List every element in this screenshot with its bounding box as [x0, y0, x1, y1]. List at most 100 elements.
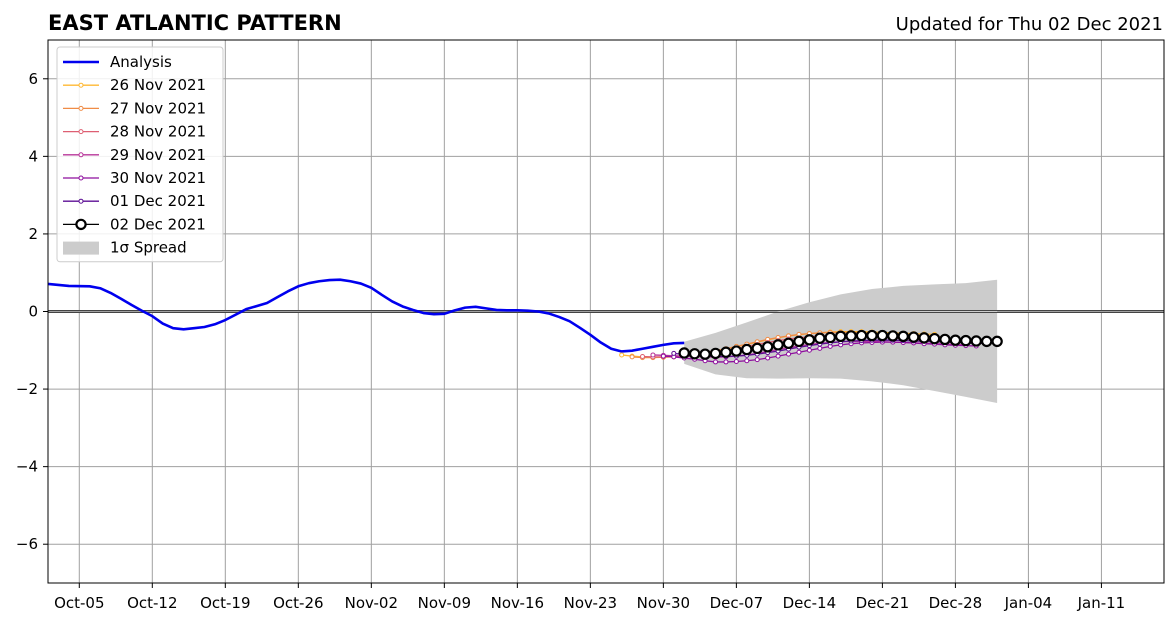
data-point: [733, 359, 739, 365]
data-point: [640, 353, 646, 359]
zero-line-layer: [48, 310, 1164, 313]
data-point: [824, 331, 836, 344]
chart-subtitle: Updated for Thu 02 Dec 2021: [896, 14, 1163, 35]
data-point: [793, 335, 805, 348]
data-point: [699, 348, 711, 360]
x-tick-label: Nov-30: [637, 594, 690, 612]
legend-marker: [75, 218, 87, 231]
x-tick-label: Jan-04: [1004, 594, 1053, 612]
legend-marker: [78, 82, 84, 88]
legend-marker: [78, 105, 84, 111]
data-point: [814, 332, 826, 344]
y-tick-label: −4: [16, 458, 38, 476]
legend-item: 01 Dec 2021: [63, 192, 206, 210]
data-point: [619, 352, 625, 358]
data-point: [754, 357, 760, 363]
y-tick-label: 6: [28, 70, 38, 88]
data-point: [907, 331, 920, 343]
legend-item: Analysis: [63, 53, 172, 71]
legend-label: 1σ Spread: [110, 239, 187, 257]
data-point: [845, 330, 857, 342]
y-tick-label: 2: [28, 225, 38, 243]
data-point: [806, 347, 812, 353]
data-point: [671, 350, 677, 356]
legend-label: 02 Dec 2021: [110, 215, 206, 233]
y-tick-label: −6: [16, 535, 38, 553]
series-02-dec-2021: [678, 329, 1003, 360]
data-point: [688, 348, 701, 360]
data-point: [678, 347, 690, 359]
data-point: [980, 335, 993, 348]
x-tick-label: Oct-19: [200, 594, 250, 612]
data-point: [866, 329, 878, 342]
legend-label: 29 Nov 2021: [110, 146, 206, 164]
data-point: [744, 358, 750, 364]
data-point: [817, 345, 823, 351]
data-point: [761, 341, 774, 353]
data-point: [775, 353, 781, 359]
x-tick-label: Oct-26: [273, 594, 323, 612]
data-point: [949, 334, 962, 346]
legend-box: [56, 46, 224, 263]
data-point: [720, 346, 732, 358]
x-tick-label: Jan-11: [1077, 594, 1126, 612]
legend-item: 30 Nov 2021: [63, 169, 206, 187]
x-tick-label: Dec-21: [856, 594, 910, 612]
legend-marker: [78, 152, 84, 158]
axis-ticks: Oct-05 Oct-12 Oct-19 Oct-26 Nov-02 Nov-09 Nov-…: [16, 70, 1125, 612]
data-point: [782, 337, 795, 350]
data-point: [650, 352, 656, 358]
x-tick-label: Oct-05: [54, 594, 104, 612]
legend: Analysis 26 Nov 2021 27 Nov 2021 28 Nov 202…: [56, 46, 224, 263]
data-point: [796, 349, 802, 355]
legend-label: 26 Nov 2021: [110, 76, 206, 94]
y-tick-label: 0: [28, 303, 38, 321]
legend-item: 1σ Spread: [63, 239, 187, 257]
data-point: [723, 359, 729, 365]
y-tick-label: 4: [28, 147, 38, 165]
data-point: [713, 359, 719, 365]
legend-label: 28 Nov 2021: [110, 123, 206, 141]
legend-label: 27 Nov 2021: [110, 99, 206, 117]
data-point: [928, 332, 941, 345]
data-point: [803, 334, 816, 346]
legend-item: 28 Nov 2021: [63, 123, 206, 141]
data-point: [960, 334, 972, 347]
data-point: [786, 351, 792, 357]
x-tick-label: Oct-12: [127, 594, 177, 612]
data-point: [887, 330, 899, 342]
legend-label: 30 Nov 2021: [110, 169, 206, 187]
legend-item: 02 Dec 2021: [63, 215, 206, 233]
series-line: [48, 278, 685, 353]
legend-marker: [78, 129, 84, 135]
x-tick-label: Nov-09: [418, 594, 471, 612]
x-tick-label: Nov-02: [345, 594, 398, 612]
legend-item: 27 Nov 2021: [63, 99, 206, 117]
legend-item: 29 Nov 2021: [63, 146, 206, 164]
y-tick-label: −2: [16, 380, 38, 398]
data-point: [897, 330, 909, 343]
x-tick-label: Nov-23: [564, 594, 617, 612]
legend-label: 01 Dec 2021: [110, 192, 206, 210]
data-point: [876, 329, 889, 342]
data-point: [991, 335, 1003, 348]
series-analysis: [48, 278, 685, 353]
data-point: [772, 339, 784, 351]
data-point: [660, 353, 666, 359]
x-tick-label: Nov-16: [491, 594, 544, 612]
x-tick-label: Dec-28: [929, 594, 983, 612]
legend-marker: [78, 198, 84, 204]
data-point: [939, 333, 951, 346]
data-point: [709, 347, 722, 360]
legend-marker: [78, 175, 84, 181]
series-30-nov-2021: [660, 339, 979, 365]
legend-label: Analysis: [110, 53, 172, 71]
series-layer: [48, 278, 1003, 365]
data-point: [765, 355, 771, 361]
data-point: [629, 354, 635, 360]
legend-swatch: [63, 241, 99, 255]
legend-item: 26 Nov 2021: [63, 76, 206, 94]
data-point: [855, 329, 868, 342]
data-point: [751, 342, 763, 355]
